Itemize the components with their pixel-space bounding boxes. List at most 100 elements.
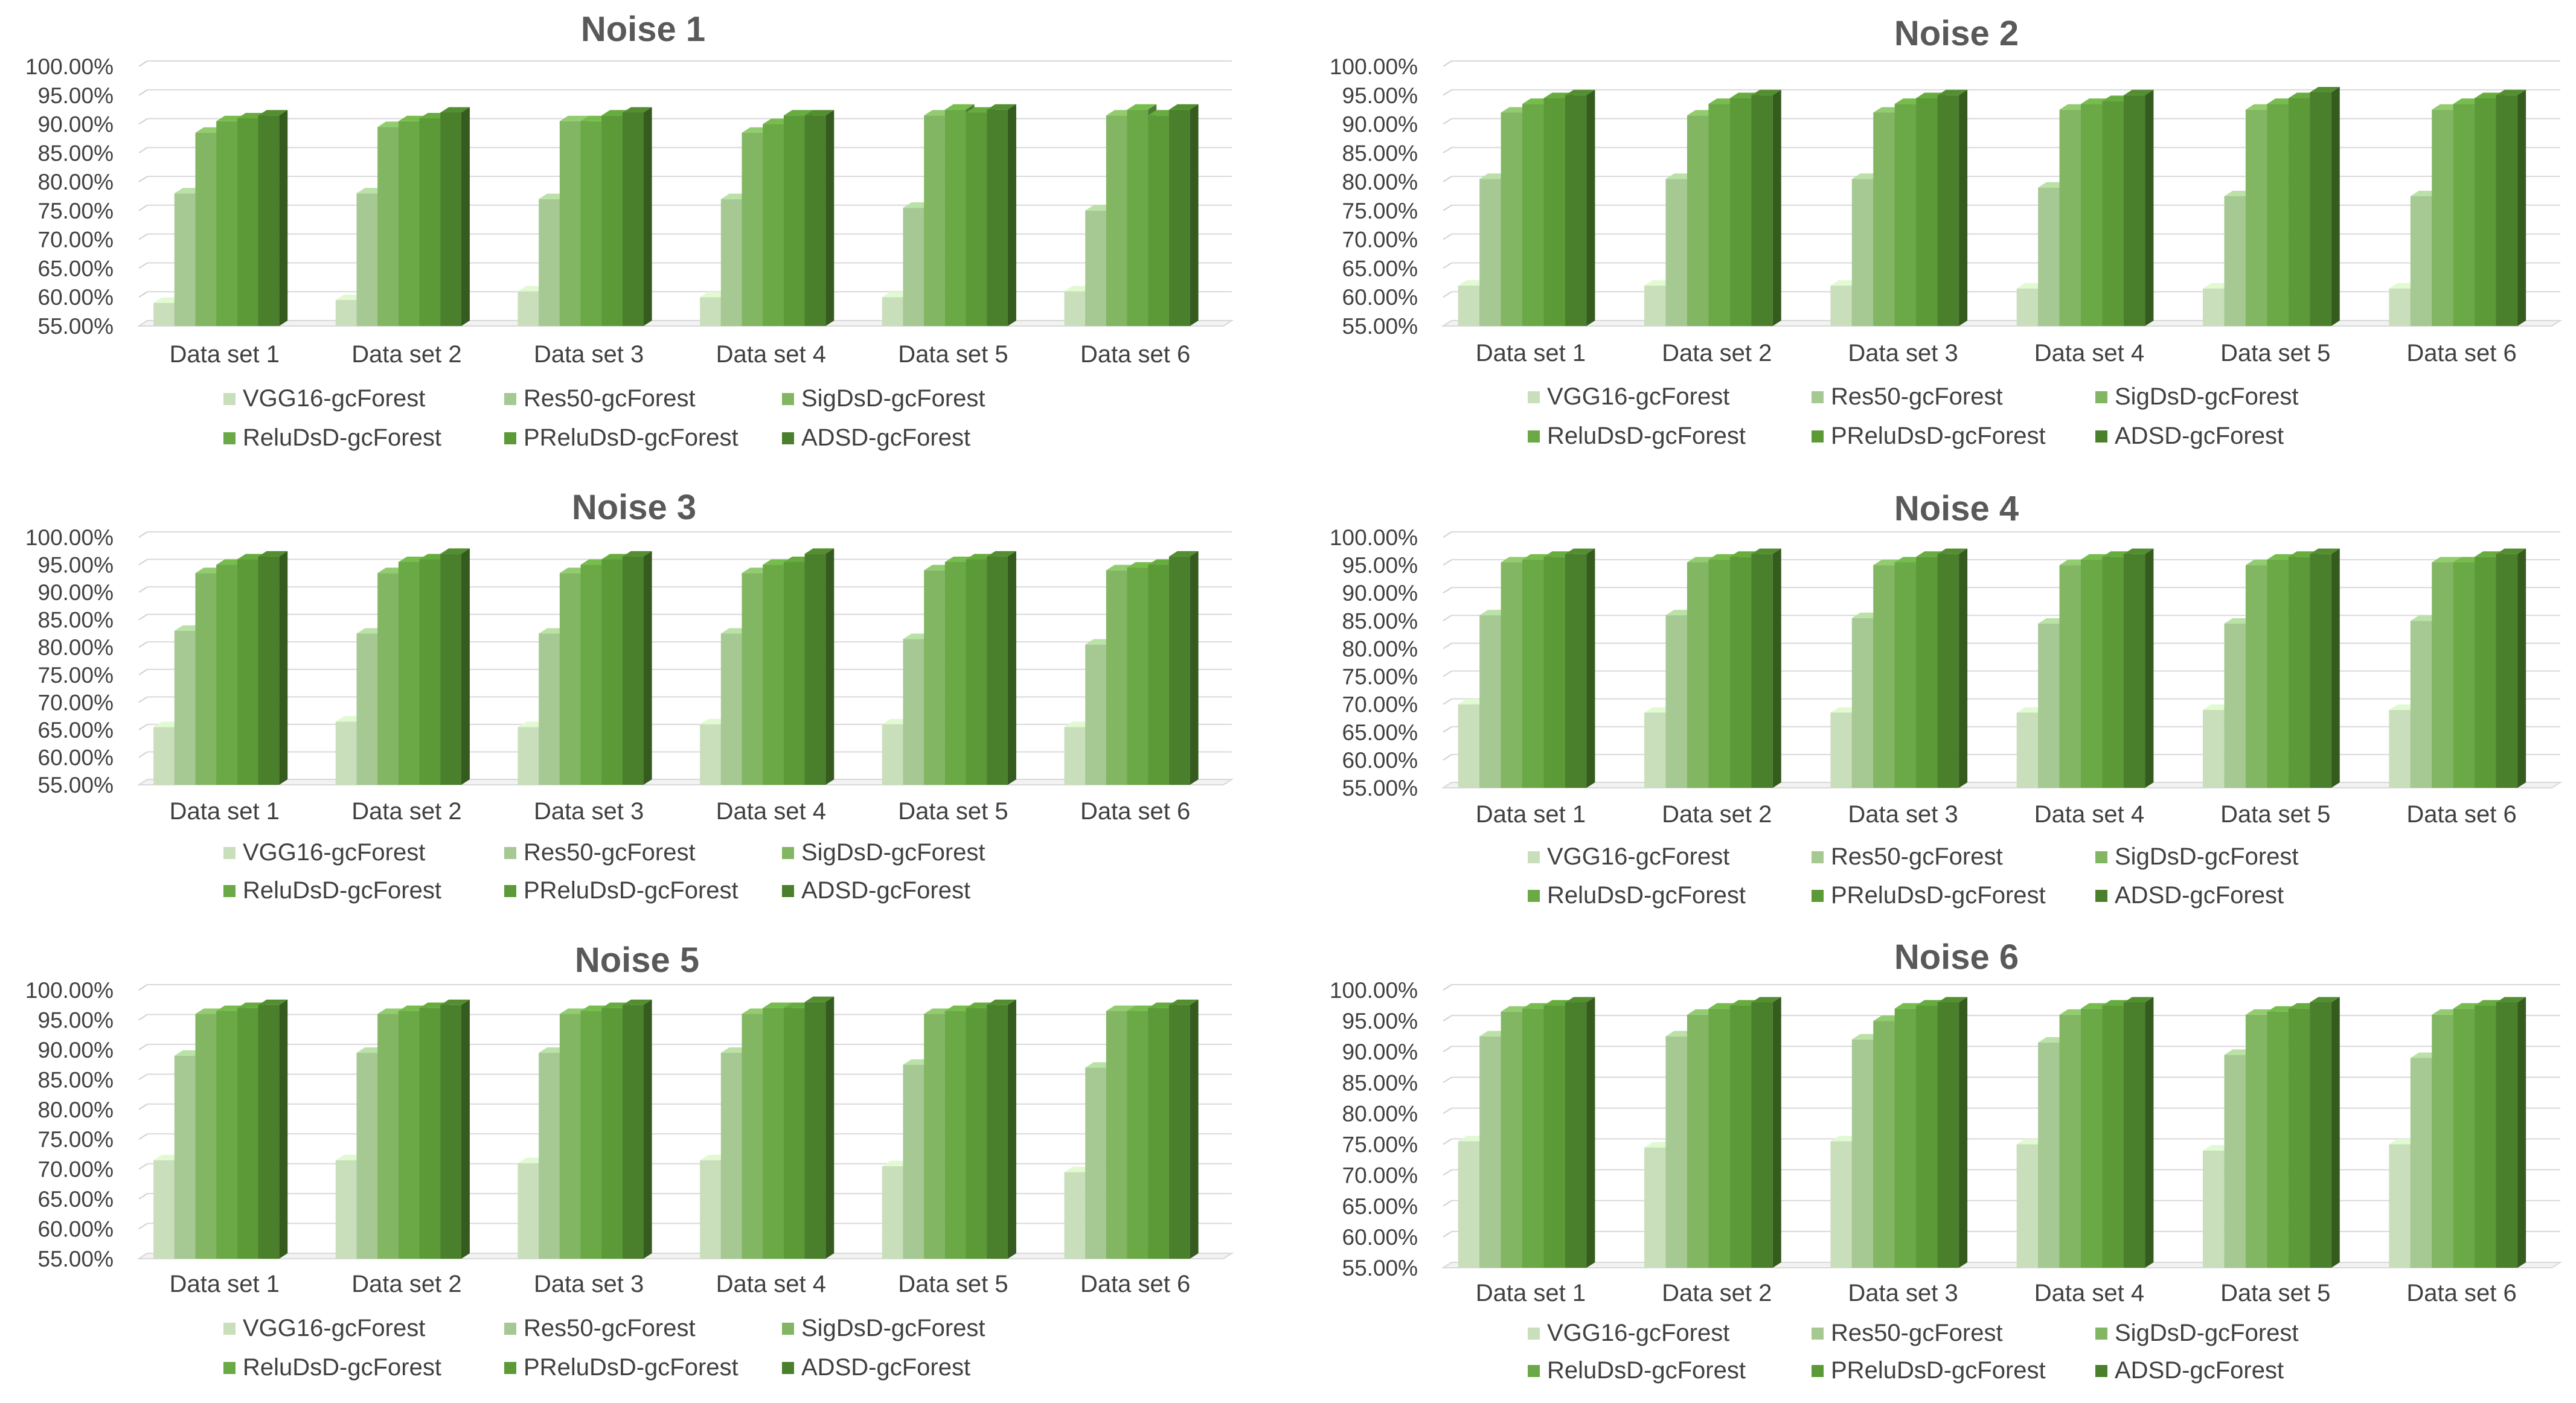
bar-side xyxy=(825,996,835,1259)
bar-ADSD-gcForest-Data-set-5 xyxy=(2310,554,2331,788)
gridline-depth xyxy=(1443,1231,1452,1238)
y-tick-label: 80.00% xyxy=(1342,1101,1418,1126)
bar-Res50-gcForest-Data-set-5 xyxy=(2224,623,2246,788)
bar-top xyxy=(1127,104,1157,110)
bar-side xyxy=(643,551,652,785)
y-tick-label: 60.00% xyxy=(1342,748,1418,773)
bar-top xyxy=(2496,89,2526,95)
bar-SigDsD-gcForest-Data-set-3 xyxy=(1873,112,1895,326)
bar-VGG16-gcForest-Data-set-2 xyxy=(335,300,357,326)
bar-SigDsD-gcForest-Data-set-1 xyxy=(195,1014,217,1259)
legend-label: Res50-gcForest xyxy=(1831,843,2003,870)
x-tick-label: Data set 4 xyxy=(2034,801,2144,828)
bar-SigDsD-gcForest-Data-set-2 xyxy=(377,127,399,327)
bar-side xyxy=(1586,89,1595,326)
legend-label: SigDsD-gcForest xyxy=(801,1315,985,1341)
bar-ReluDsD-gcForest-Data-set-1 xyxy=(216,121,237,326)
bar-VGG16-gcForest-Data-set-2 xyxy=(1644,286,1666,326)
x-tick-label: Data set 3 xyxy=(534,798,644,825)
legend-swatch xyxy=(782,1323,794,1335)
bar-VGG16-gcForest-Data-set-4 xyxy=(2016,712,2039,788)
y-tick-label: 90.00% xyxy=(38,1038,114,1063)
gridline-depth xyxy=(138,1133,148,1140)
bar-SigDsD-gcForest-Data-set-4 xyxy=(742,1014,763,1259)
bar-Res50-gcForest-Data-set-4 xyxy=(2038,187,2060,326)
legend-swatch xyxy=(782,885,794,897)
gridline-depth xyxy=(1443,726,1452,733)
bar-SigDsD-gcForest-Data-set-5 xyxy=(924,1014,945,1259)
bar-top xyxy=(622,999,652,1005)
gridline-depth xyxy=(1443,642,1452,650)
x-tick-label: Data set 1 xyxy=(170,798,280,825)
bar-VGG16-gcForest-Data-set-3 xyxy=(1830,1141,1852,1268)
y-tick-label: 100.00% xyxy=(25,54,114,79)
bar-SigDsD-gcForest-Data-set-6 xyxy=(2432,109,2453,326)
gridline-depth xyxy=(138,1044,148,1050)
bar-ADSD-gcForest-Data-set-3 xyxy=(622,1005,644,1259)
bar-Res50-gcForest-Data-set-2 xyxy=(356,1052,378,1259)
bar-side xyxy=(1190,999,1199,1259)
bar-ADSD-gcForest-Data-set-4 xyxy=(804,554,826,785)
legend-swatch xyxy=(1812,1328,1824,1340)
legend-label: Res50-gcForest xyxy=(1831,383,2003,410)
legend-label: PReluDsD-gcForest xyxy=(524,1354,739,1381)
chart-1: Noise 1 55.00% 60.00% 65.00% 70.00% 75.00% 80.… xyxy=(25,10,1234,451)
bar-VGG16-gcForest-Data-set-5 xyxy=(2203,709,2225,788)
y-tick-label: 70.00% xyxy=(38,228,114,252)
bar-SigDsD-gcForest-Data-set-5 xyxy=(924,570,945,785)
x-tick-label: Data set 3 xyxy=(1848,801,1958,828)
bar-ReluDsD-gcForest-Data-set-6 xyxy=(2453,104,2475,326)
x-tick-label: Data set 5 xyxy=(2220,340,2330,366)
bar-PReluDsD-gcForest-Data-set-3 xyxy=(601,559,623,785)
gridline-depth xyxy=(1443,587,1452,594)
bar-SigDsD-gcForest-Data-set-2 xyxy=(1687,115,1709,326)
bar-PReluDsD-gcForest-Data-set-3 xyxy=(1916,557,1938,788)
gridline-depth xyxy=(1443,984,1452,991)
legend-label: ReluDsD-gcForest xyxy=(1547,882,1746,909)
gridline-depth xyxy=(1443,531,1452,538)
bar-side xyxy=(461,107,470,326)
legend-label: SigDsD-gcForest xyxy=(2115,843,2299,870)
legend-swatch xyxy=(223,1323,235,1335)
bar-ReluDsD-gcForest-Data-set-5 xyxy=(2267,104,2289,326)
y-tick-label: 85.00% xyxy=(1342,1070,1418,1095)
bar-Res50-gcForest-Data-set-1 xyxy=(1479,615,1501,788)
bar-Res50-gcForest-Data-set-6 xyxy=(1085,1067,1106,1259)
bar-ADSD-gcForest-Data-set-5 xyxy=(987,1005,1008,1259)
gridline-depth xyxy=(138,1193,148,1200)
gridline-depth xyxy=(1443,559,1452,566)
legend-swatch xyxy=(1528,391,1540,403)
bar-side xyxy=(461,999,470,1259)
bar-Res50-gcForest-Data-set-3 xyxy=(539,1052,560,1259)
bar-side xyxy=(1772,89,1781,326)
legend-label: VGG16-gcForest xyxy=(1547,843,1729,870)
bar-VGG16-gcForest-Data-set-4 xyxy=(700,297,721,326)
bar-side xyxy=(643,107,652,326)
bar-VGG16-gcForest-Data-set-5 xyxy=(882,297,903,326)
bar-ReluDsD-gcForest-Data-set-2 xyxy=(398,562,420,785)
bar-top xyxy=(2123,89,2154,95)
legend-label: VGG16-gcForest xyxy=(1547,383,1729,410)
y-tick-label: 75.00% xyxy=(1342,199,1418,223)
bar-Res50-gcForest-Data-set-1 xyxy=(1479,179,1501,326)
bar-PReluDsD-gcForest-Data-set-5 xyxy=(2288,98,2310,327)
x-tick-label: Data set 6 xyxy=(2406,1280,2516,1306)
bar-ADSD-gcForest-Data-set-1 xyxy=(1565,554,1587,788)
y-tick-label: 70.00% xyxy=(38,690,114,715)
bar-Res50-gcForest-Data-set-5 xyxy=(903,1064,924,1259)
x-tick-label: Data set 6 xyxy=(1080,1271,1190,1297)
bar-ADSD-gcForest-Data-set-1 xyxy=(1565,1002,1587,1268)
bar-ADSD-gcForest-Data-set-4 xyxy=(2123,554,2145,788)
bar-VGG16-gcForest-Data-set-5 xyxy=(882,1166,903,1259)
bar-top xyxy=(559,115,589,121)
bar-side xyxy=(1772,548,1781,788)
bar-top xyxy=(2310,548,2340,554)
bar-SigDsD-gcForest-Data-set-1 xyxy=(1501,1011,1523,1268)
bar-ReluDsD-gcForest-Data-set-5 xyxy=(2267,559,2289,788)
x-tick-label: Data set 5 xyxy=(898,1271,1008,1297)
gridline-depth xyxy=(1443,1138,1452,1145)
bar-SigDsD-gcForest-Data-set-6 xyxy=(1106,115,1127,326)
bar-Res50-gcForest-Data-set-6 xyxy=(1085,210,1106,326)
bar-ReluDsD-gcForest-Data-set-1 xyxy=(1522,104,1544,326)
gridline-depth xyxy=(138,1073,148,1081)
